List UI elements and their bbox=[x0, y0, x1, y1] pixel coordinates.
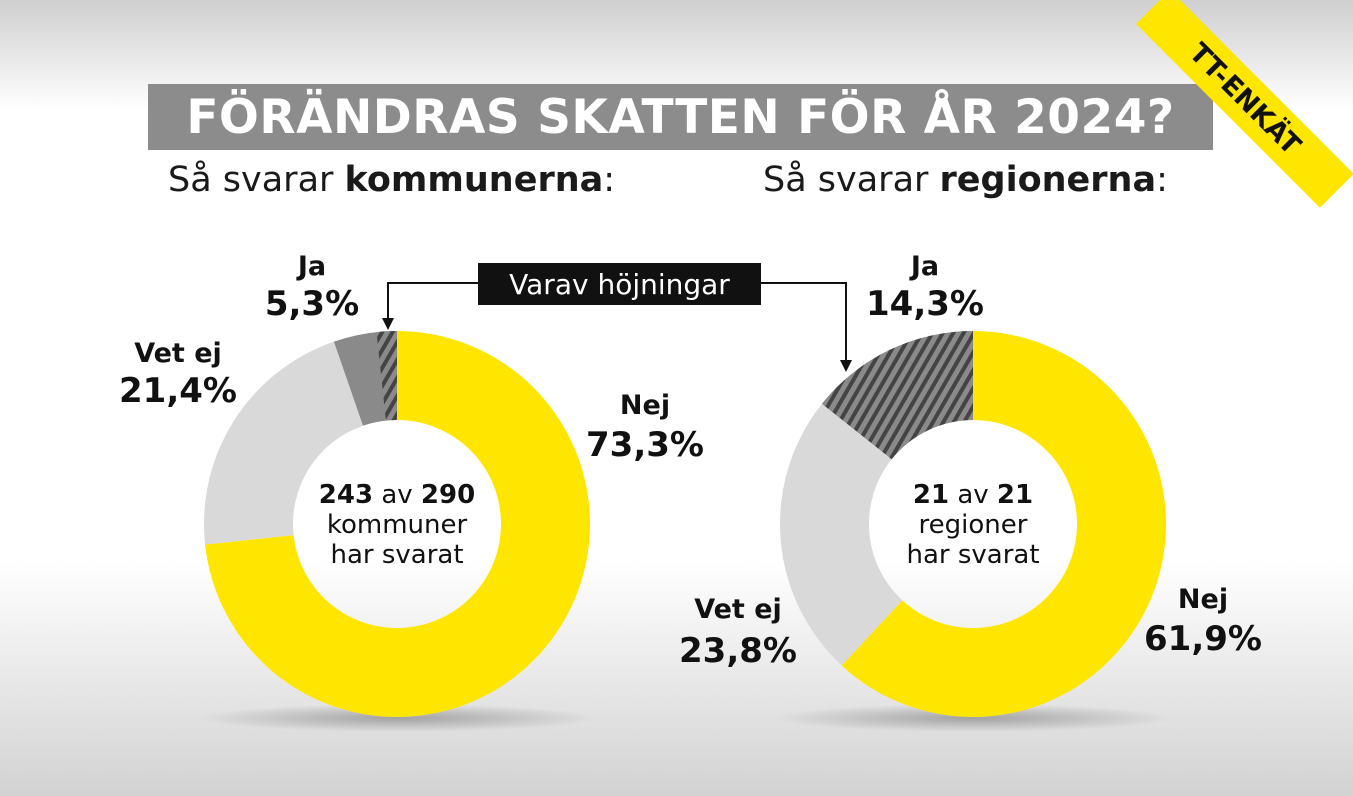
center-line-3: har svarat bbox=[330, 540, 463, 570]
value-ja: 5,3% bbox=[265, 284, 359, 324]
donut-slice-vet-ej bbox=[203, 341, 364, 545]
center-line-2: kommuner bbox=[327, 510, 468, 540]
page-title: FÖRÄNDRAS SKATTEN FÖR ÅR 2024? bbox=[186, 89, 1175, 145]
center-line-1: 21 av 21 bbox=[913, 480, 1033, 510]
callout-arrow-right bbox=[761, 282, 847, 364]
subtitle-prefix: Så svarar bbox=[168, 160, 345, 200]
label-ja: Ja bbox=[296, 251, 326, 282]
value-nej: 73,3% bbox=[586, 425, 704, 465]
subtitle-bold: regionerna bbox=[939, 160, 1157, 200]
center-mid: av bbox=[373, 480, 421, 510]
center-line-2: regioner bbox=[919, 510, 1028, 540]
donut-slice-hatched-increase bbox=[376, 331, 397, 421]
subtitle-suffix: : bbox=[603, 160, 616, 200]
arrowhead-left bbox=[382, 318, 394, 330]
subtitle-kommunerna: Så svarar kommunerna: bbox=[168, 160, 615, 200]
label-ja: Ja bbox=[909, 251, 939, 282]
value-vet-ej: 23,8% bbox=[679, 631, 797, 671]
callout-arrow-left bbox=[387, 282, 478, 322]
donut-regionerna bbox=[780, 331, 1166, 718]
chart-shadow bbox=[773, 704, 1173, 732]
center-line-1: 243 av 290 bbox=[319, 480, 475, 510]
center-line-3: har svarat bbox=[906, 540, 1039, 570]
value-nej: 61,9% bbox=[1144, 619, 1262, 659]
center-n2: 21 bbox=[997, 480, 1033, 510]
center-mid: av bbox=[949, 480, 997, 510]
subtitle-bold: kommunerna bbox=[344, 160, 604, 200]
title-banner: FÖRÄNDRAS SKATTEN FÖR ÅR 2024? bbox=[148, 84, 1213, 150]
callout-label: Varav höjningar bbox=[509, 267, 730, 301]
label-nej: Nej bbox=[620, 390, 670, 421]
donut-slice-nej bbox=[841, 331, 1166, 718]
donut-kommunerna bbox=[203, 331, 590, 717]
subtitle-prefix: Så svarar bbox=[763, 160, 940, 200]
value-vet-ej: 21,4% bbox=[119, 371, 237, 411]
label-nej: Nej bbox=[1178, 584, 1228, 615]
center-n2: 290 bbox=[421, 480, 475, 510]
center-n1: 21 bbox=[913, 480, 949, 510]
subtitle-suffix: : bbox=[1156, 160, 1168, 200]
label-vet-ej: Vet ej bbox=[134, 338, 222, 369]
donut-slice-nej bbox=[205, 331, 590, 717]
donut-slice-hatched-increase bbox=[821, 331, 973, 460]
center-n1: 243 bbox=[319, 480, 373, 510]
value-ja: 14,3% bbox=[866, 284, 984, 324]
arrowhead-right bbox=[840, 360, 852, 372]
label-vet-ej: Vet ej bbox=[694, 594, 782, 625]
subtitle-regionerna: Så svarar regionerna: bbox=[763, 160, 1168, 200]
chart-shadow bbox=[198, 704, 598, 732]
donut-slice-vet-ej bbox=[780, 403, 903, 666]
callout-varav-hojningar: Varav höjningar bbox=[478, 263, 761, 305]
